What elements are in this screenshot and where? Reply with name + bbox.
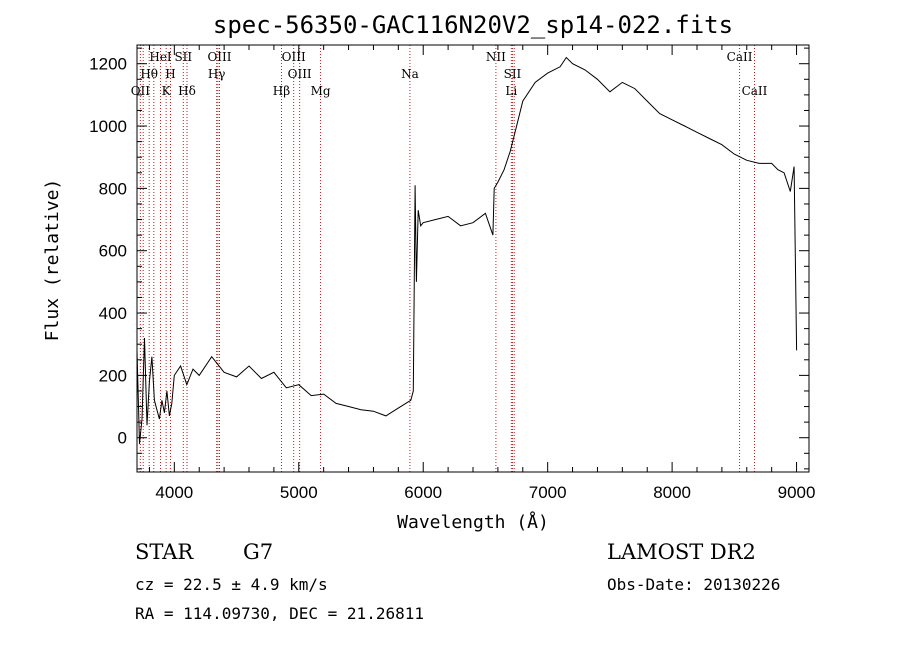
spectral-line-label: Hγ	[208, 67, 226, 81]
spectral-line-label: CaII	[727, 50, 753, 64]
y-tick-label: 1000	[89, 117, 127, 136]
spectral-line-label: OII	[131, 84, 151, 98]
spectral-line-label: Na	[401, 67, 419, 81]
y-tick-label: 800	[99, 179, 127, 198]
spectral-line-label: OIII	[282, 50, 306, 64]
object-class: STAR	[135, 540, 194, 564]
y-tick-label: 0	[118, 429, 127, 448]
y-axis-label: Flux (relative)	[42, 179, 63, 342]
x-tick-label: 8000	[653, 483, 691, 502]
y-tick-label: 200	[99, 366, 127, 385]
redshift-text: cz = 22.5 ± 4.9 km/s	[135, 575, 328, 594]
spectral-line-label: OIII	[207, 50, 231, 64]
x-axis-label: Wavelength (Å)	[397, 511, 549, 533]
spectral-line-label: CaII	[742, 84, 768, 98]
spectrum-line	[136, 56, 798, 444]
x-tick-label: 9000	[778, 483, 816, 502]
plot-frame	[136, 44, 810, 473]
y-tick-label: 400	[99, 304, 127, 323]
x-axis: 4000 5000 6000 7000 8000 9000	[148, 45, 816, 502]
spectral-line-label: Hβ	[273, 84, 290, 98]
spectral-line-label: NII	[486, 50, 506, 64]
x-tick-label: 5000	[280, 483, 318, 502]
object-subclass: G7	[243, 540, 273, 564]
survey-label: LAMOST DR2	[607, 540, 756, 564]
x-tick-label: 4000	[155, 483, 193, 502]
spectral-line-label: SII	[504, 67, 522, 81]
spectral-line-label: HeI	[149, 50, 172, 64]
y-tick-label: 1200	[89, 55, 127, 74]
chart-title: spec-56350-GAC116N20V2_sp14-022.fits	[213, 11, 733, 39]
spectral-line-label: Hθ	[140, 67, 158, 81]
x-tick-label: 7000	[529, 483, 567, 502]
spectral-line-label: K	[162, 84, 172, 98]
spectral-line-label: H	[165, 67, 175, 81]
y-tick-label: 600	[99, 242, 127, 261]
y-axis: 0 200 400 600 800 1000 1200	[89, 47, 809, 470]
x-tick-label: 6000	[404, 483, 442, 502]
obs-date-text: Obs-Date: 20130226	[607, 575, 780, 594]
spectral-line-label: Hδ	[178, 84, 196, 98]
spectral-line-label: SII	[174, 50, 192, 64]
spectral-lines	[139, 45, 755, 472]
coords-text: RA = 114.09730, DEC = 21.26811	[135, 604, 424, 623]
info-panel: STAR G7 LAMOST DR2 cz = 22.5 ± 4.9 km/s …	[135, 540, 780, 623]
spectral-line-label: Li	[505, 84, 517, 98]
spectral-line-label: Mg	[311, 84, 331, 98]
spectral-line-label: OIII	[288, 67, 312, 81]
